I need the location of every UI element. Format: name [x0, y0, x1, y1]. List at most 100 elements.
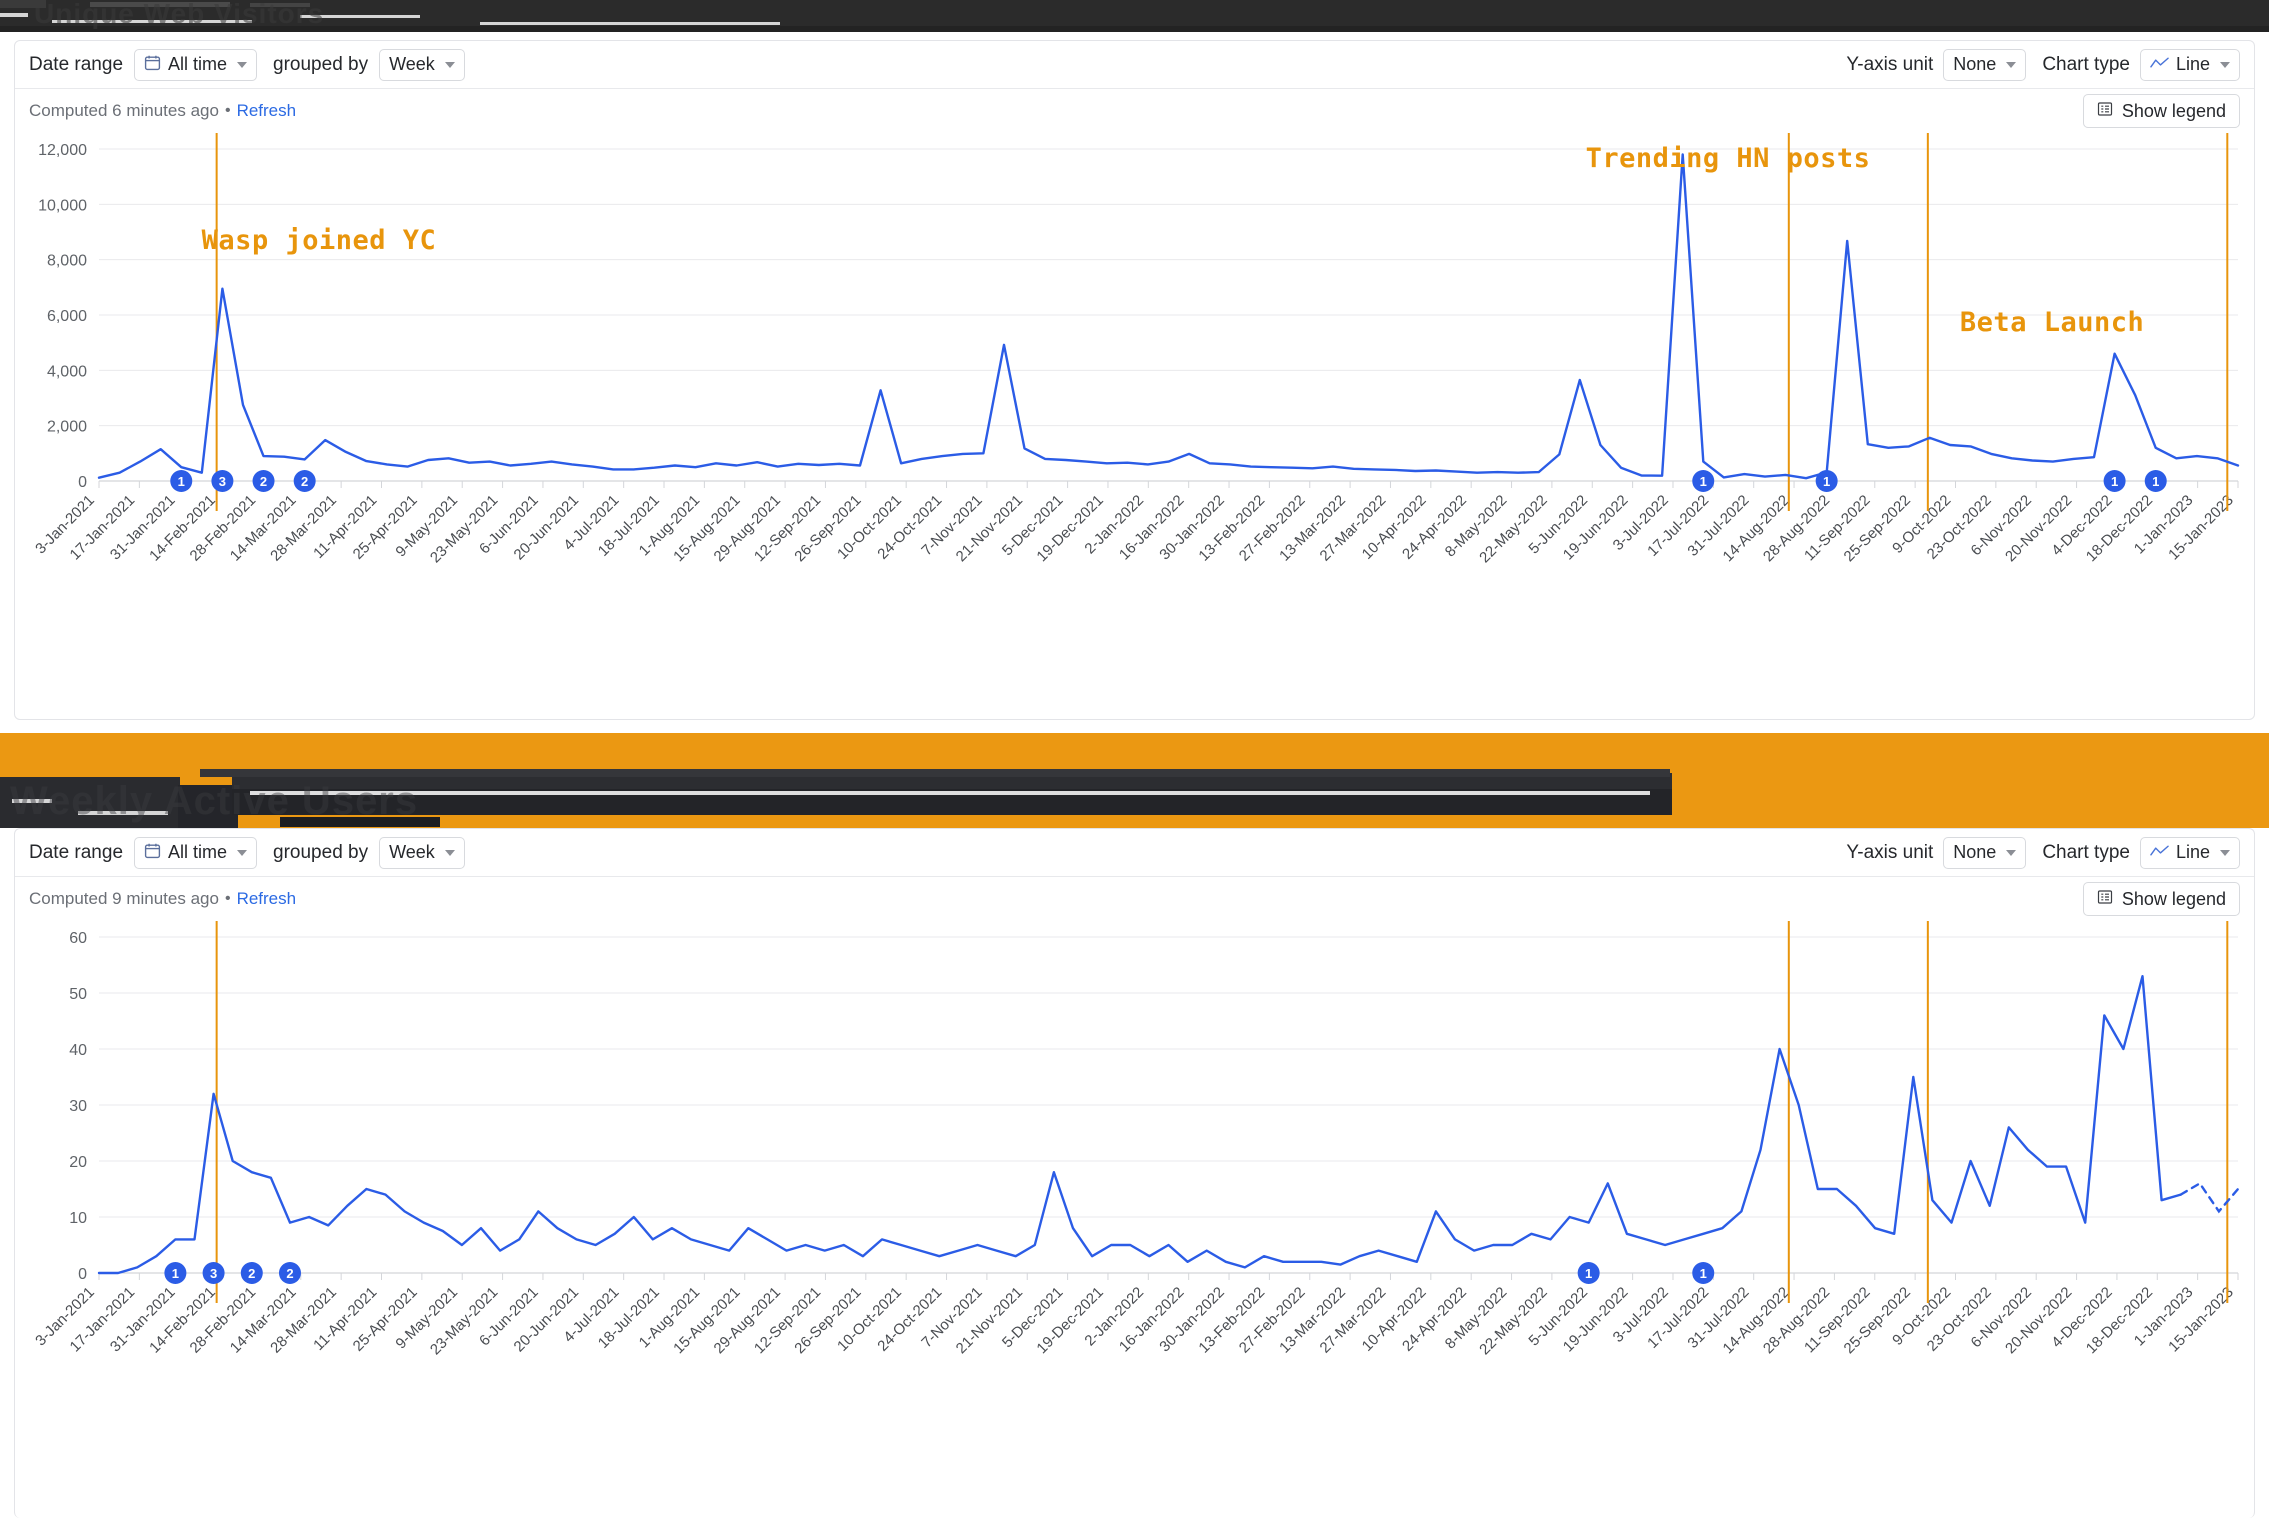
show-legend-label: Show legend	[2121, 888, 2226, 909]
grouped-by-value: Week	[389, 54, 435, 74]
legend-icon	[2097, 101, 2113, 122]
y-axis-tick-label: 10	[69, 1210, 87, 1227]
chart-type-select[interactable]: Line	[2139, 48, 2240, 81]
y-axis-tick-label: 4,000	[47, 363, 87, 380]
obscured-title-text: Unique Web Visitors	[34, 0, 325, 29]
y-axis-tick-label: 60	[69, 930, 87, 947]
date-range-select[interactable]: All time	[134, 836, 258, 869]
refresh-link[interactable]: Refresh	[236, 101, 297, 120]
grouped-by-label: grouped by	[273, 841, 369, 863]
y-axis-tick-label: 12,000	[38, 142, 87, 159]
annotation-marker-badge[interactable]: 2	[293, 470, 316, 492]
y-axis-unit-label: Y-axis unit	[1846, 53, 1934, 75]
y-axis-tick-label: 2,000	[47, 419, 87, 436]
refresh-link[interactable]: Refresh	[236, 889, 297, 908]
y-axis-tick-label: 10,000	[38, 197, 87, 214]
marker-badge-count: 1	[2152, 474, 2159, 489]
obscured-window-title-bar: Unique Web Visitors	[0, 0, 2269, 32]
chart-type-label: Chart type	[2042, 53, 2130, 75]
date-range-value: All time	[168, 54, 228, 74]
annotation-marker-badge[interactable]: 3	[211, 470, 234, 492]
calendar-icon	[144, 54, 161, 76]
series-line	[97, 975, 2182, 1275]
grouped-by-select[interactable]: Week	[379, 48, 465, 81]
y-axis-unit-value: None	[1953, 842, 1997, 862]
chevron-down-icon	[2220, 849, 2230, 856]
date-range-label: Date range	[29, 841, 124, 863]
chevron-down-icon	[444, 849, 455, 856]
chart-status-bar-bottom: Computed 9 minutes ago • Refresh Show le…	[15, 877, 2254, 921]
y-axis-tick-label: 0	[78, 474, 87, 491]
chart-canvas-unique-web-visitors[interactable]: 0 2,000 4,000 6,000 8,000 10,000 12,000 3-Jan-2…	[15, 133, 2254, 719]
chart-toolbar-bottom: Date range All time grouped by Week Y-ax…	[15, 829, 2254, 877]
marker-badge-count: 2	[301, 474, 308, 489]
y-axis-tick-label: 20	[69, 1154, 87, 1171]
obscured-banner-text: Weekly Active Users	[10, 779, 419, 823]
legend-icon	[2097, 889, 2113, 910]
marker-badge-count: 1	[2111, 474, 2118, 489]
chart-annotation-label: Trending HN posts	[1585, 143, 1871, 174]
chart-svg-top: 02,0004,0006,0008,00010,00012,0003-Jan-2…	[32, 133, 2240, 566]
series-line-projected	[2179, 1181, 2240, 1214]
calendar-icon	[144, 842, 161, 864]
chart-toolbar-top: Date range All time grouped by Week Y-ax…	[15, 41, 2254, 89]
marker-badge-count: 2	[260, 474, 267, 489]
line-chart-icon	[2150, 54, 2169, 75]
chart-svg-bottom: 01020304050603-Jan-202117-Jan-202131-Jan…	[32, 921, 2240, 1358]
chart-status-bar-top: Computed 6 minutes ago • Refresh Show le…	[15, 89, 2254, 133]
marker-badge-count: 3	[210, 1266, 217, 1281]
marker-badge-count: 2	[286, 1266, 293, 1281]
marker-badge-count: 1	[178, 474, 185, 489]
y-axis-tick-label: 30	[69, 1098, 87, 1115]
y-axis-unit-label: Y-axis unit	[1846, 841, 1934, 863]
marker-badge-count: 1	[1823, 474, 1830, 489]
line-chart-icon	[2150, 842, 2169, 863]
chart-type-value: Line	[2175, 54, 2210, 74]
y-axis-tick-label: 40	[69, 1042, 87, 1059]
chart-type-value: Line	[2175, 842, 2210, 862]
status-separator: •	[224, 890, 231, 907]
date-range-label: Date range	[29, 53, 124, 75]
marker-badge-count: 1	[1700, 474, 1707, 489]
annotation-marker-badge[interactable]: 3	[202, 1262, 225, 1284]
chevron-down-icon	[2006, 61, 2017, 68]
annotation-marker-badge[interactable]: 1	[2103, 470, 2126, 492]
annotation-marker-badge[interactable]: 1	[2144, 470, 2167, 492]
annotation-marker-badge[interactable]: 2	[278, 1262, 301, 1284]
grouped-by-label: grouped by	[273, 53, 369, 75]
y-axis-unit-select[interactable]: None	[1943, 836, 2027, 869]
annotation-marker-badge[interactable]: 1	[1815, 470, 1838, 492]
chart-panel-unique-web-visitors: Date range All time grouped by Week Y-ax…	[14, 40, 2255, 720]
marker-badge-count: 1	[1700, 1266, 1707, 1281]
marker-badge-count: 3	[219, 474, 226, 489]
y-axis-tick-label: 0	[78, 1266, 87, 1283]
annotation-marker-badge[interactable]: 1	[164, 1262, 187, 1284]
y-axis-unit-select[interactable]: None	[1943, 48, 2027, 81]
date-range-value: All time	[168, 842, 228, 862]
computed-timestamp: Computed 6 minutes ago	[29, 101, 219, 120]
annotation-marker-badge[interactable]: 2	[252, 470, 275, 492]
y-axis-unit-value: None	[1953, 54, 1997, 74]
chart-panel-weekly-active-users: Date range All time grouped by Week Y-ax…	[14, 828, 2255, 1518]
chart-canvas-weekly-active-users[interactable]: 0 10 20 30 40 50 60 3-Jan-2021 17-Jan-2021 31-Jan…	[15, 921, 2254, 1517]
computed-timestamp: Computed 9 minutes ago	[29, 889, 219, 908]
grouped-by-value: Week	[389, 842, 435, 862]
annotation-marker-badge[interactable]: 1	[1577, 1262, 1600, 1284]
chevron-down-icon	[2220, 61, 2230, 68]
annotation-marker-badge[interactable]: 1	[1692, 1262, 1715, 1284]
show-legend-button[interactable]: Show legend	[2082, 94, 2240, 128]
chevron-down-icon	[237, 849, 248, 856]
annotation-marker-badge[interactable]: 1	[170, 470, 193, 492]
annotation-marker-badge[interactable]: 2	[240, 1262, 263, 1284]
chevron-down-icon	[237, 61, 248, 68]
y-axis-tick-label: 6,000	[47, 308, 87, 325]
grouped-by-select[interactable]: Week	[379, 836, 465, 869]
date-range-select[interactable]: All time	[134, 48, 258, 81]
marker-badge-count: 2	[248, 1266, 255, 1281]
annotation-marker-badge[interactable]: 1	[1692, 470, 1715, 492]
chevron-down-icon	[2006, 849, 2017, 856]
show-legend-label: Show legend	[2121, 100, 2226, 121]
show-legend-button[interactable]: Show legend	[2082, 882, 2240, 916]
obscured-section-banner: Weekly Active Users	[0, 733, 2269, 828]
chart-type-select[interactable]: Line	[2139, 836, 2240, 869]
